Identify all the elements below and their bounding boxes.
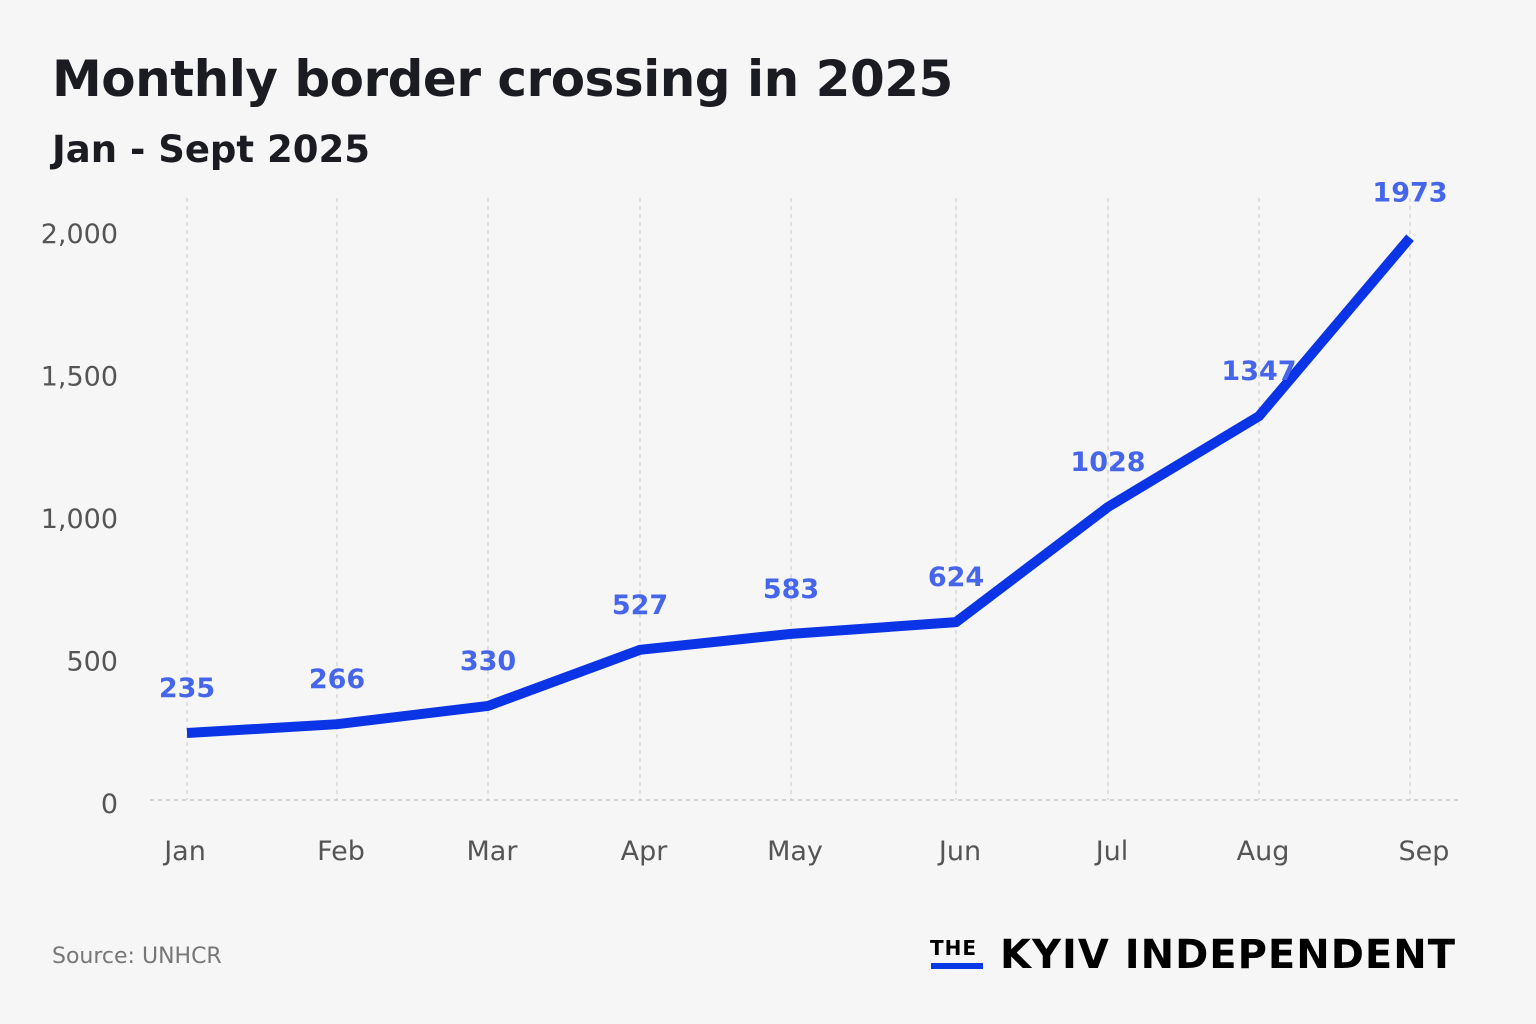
chart-subtitle: Jan - Sept 2025 [52, 128, 370, 171]
data-label: 583 [763, 574, 819, 605]
x-tick-label: Jun [937, 836, 981, 867]
y-tick-label: 0 [101, 789, 118, 820]
x-tick-label: Aug [1237, 836, 1290, 867]
data-label: 235 [159, 673, 215, 704]
logo-underline [931, 963, 983, 969]
data-label: 1973 [1372, 178, 1447, 209]
x-tick-label: Jan [162, 836, 206, 867]
data-label: 330 [460, 646, 516, 677]
x-tick-label: Mar [467, 836, 519, 867]
x-tick-label: May [767, 836, 823, 867]
y-tick-label: 500 [66, 647, 118, 678]
source-note: Source: UNHCR [52, 944, 222, 969]
data-label: 624 [928, 562, 984, 593]
y-tick-label: 1,500 [41, 362, 118, 393]
data-label: 266 [309, 664, 365, 695]
y-tick-label: 1,000 [41, 504, 118, 535]
data-label: 1347 [1221, 356, 1296, 387]
x-tick-label: Sep [1399, 836, 1450, 867]
logo-prefix: THE [930, 936, 978, 960]
chart-title: Monthly border crossing in 2025 [52, 50, 953, 108]
x-tick-label: Jul [1094, 836, 1129, 867]
x-tick-label: Apr [621, 836, 669, 867]
data-line [186, 234, 1414, 739]
x-tick-label: Feb [317, 836, 365, 867]
data-label: 1028 [1070, 447, 1145, 478]
data-label: 527 [612, 590, 668, 621]
logo-name: KYIV INDEPENDENT [1000, 932, 1457, 978]
y-tick-label: 2,000 [41, 219, 118, 250]
